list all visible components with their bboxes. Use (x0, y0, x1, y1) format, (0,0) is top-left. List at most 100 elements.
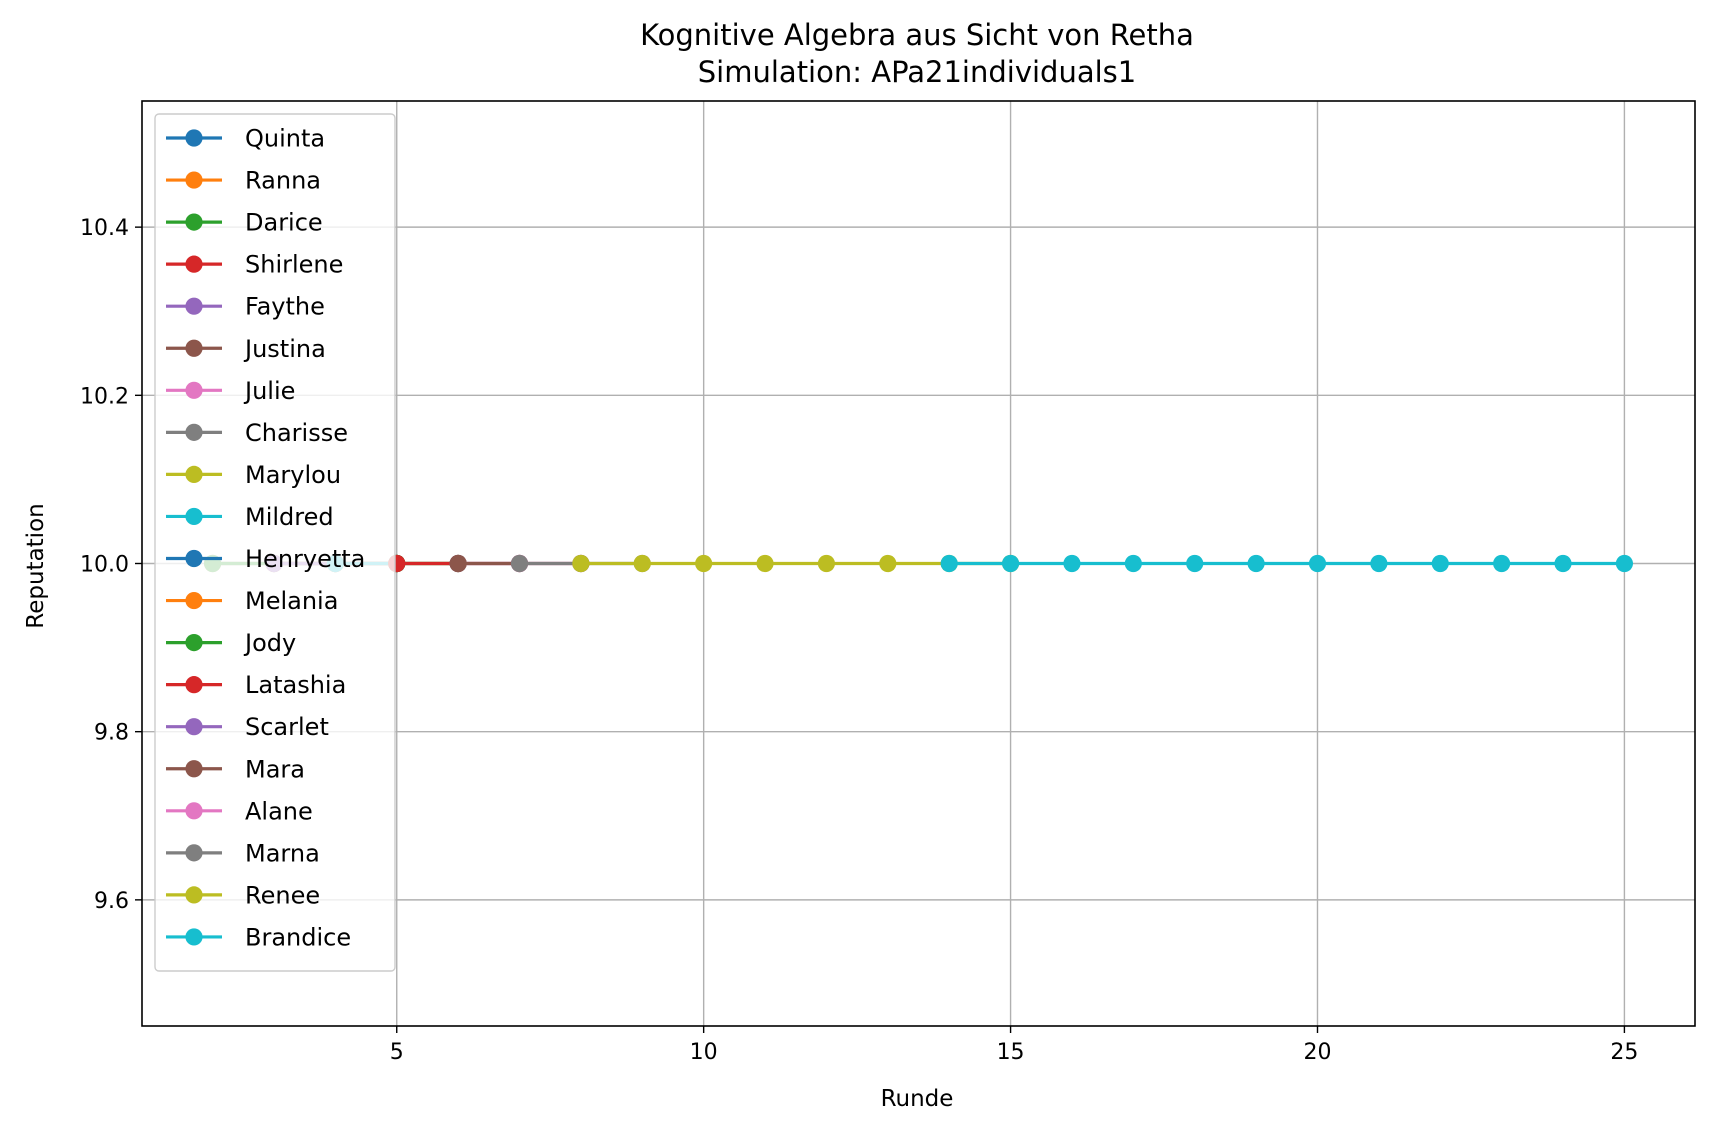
legend-item: Mara (166, 755, 305, 783)
data-point (1493, 554, 1511, 573)
legend-marker (185, 339, 203, 357)
legend-marker (185, 549, 203, 568)
data-point (1615, 554, 1634, 573)
legend-item: Jody (166, 629, 296, 657)
legend-item: Mildred (166, 503, 334, 531)
data-point (879, 554, 897, 573)
legend-label: Scarlet (245, 713, 329, 741)
legend-marker (185, 297, 203, 315)
data-point (510, 554, 529, 573)
data-point (1370, 554, 1388, 573)
data-point (1308, 554, 1327, 573)
data-point (449, 554, 467, 573)
legend-marker (185, 634, 203, 652)
series-brandice (940, 554, 1634, 573)
data-point (1001, 554, 1020, 573)
legend-label: Brandice (245, 923, 351, 951)
data-point (1124, 554, 1142, 573)
legend-item: Faythe (166, 293, 325, 321)
legend-item: Renee (166, 881, 320, 909)
legend-marker (185, 129, 203, 147)
legend-item: Alane (166, 797, 313, 825)
legend-item: Scarlet (166, 713, 329, 741)
legend-label: Alane (245, 797, 313, 825)
legend-marker (185, 591, 203, 610)
legend-label: Marylou (245, 461, 341, 489)
legend-marker (185, 507, 203, 526)
data-point (756, 554, 774, 573)
legend-marker (185, 465, 203, 483)
x-tick-label: 10 (690, 1040, 718, 1065)
legend-label: Charisse (245, 419, 348, 447)
y-tick-label: 10.0 (80, 553, 129, 578)
y-tick-label: 10.2 (80, 384, 129, 409)
legend-item: Charisse (166, 419, 348, 447)
data-point (1186, 554, 1204, 573)
legend-label: Latashia (245, 671, 346, 699)
legend-label: Quinta (245, 125, 325, 153)
data-point (1063, 554, 1081, 573)
legend-label: Renee (245, 881, 320, 909)
legend-item: Brandice (166, 923, 351, 951)
x-tick-label: 20 (1303, 1040, 1331, 1065)
legend: Quinta Ranna Darice Shirlene Faythe Justina Ju… (154, 113, 396, 972)
x-axis-label: Runde (881, 1086, 954, 1112)
legend-label: Jody (243, 629, 296, 657)
legend-item: Marylou (166, 461, 341, 489)
chart-subtitle: Simulation: APa21individuals1 (698, 55, 1136, 89)
legend-marker (185, 255, 203, 273)
legend-marker (185, 676, 203, 694)
data-point (817, 554, 836, 573)
data-point (695, 554, 713, 573)
legend-label: Ranna (245, 167, 321, 195)
legend-item: Marna (166, 839, 320, 867)
y-axis-label: Reputation (23, 503, 49, 628)
data-point (1431, 554, 1449, 573)
legend-marker (185, 802, 203, 820)
legend-label: Justina (243, 335, 326, 363)
legend-label: Shirlene (245, 251, 343, 279)
legend-marker (185, 760, 203, 778)
data-point (572, 554, 590, 573)
data-point (1554, 554, 1572, 573)
legend-label: Mildred (245, 503, 334, 531)
legend-item: Julie (166, 377, 295, 405)
legend-item: Justina (166, 335, 326, 363)
y-tick-label: 9.8 (94, 721, 129, 746)
x-axis-ticks: 5 10 15 20 25 (390, 1026, 1638, 1065)
x-tick-label: 15 (997, 1040, 1025, 1065)
x-tick-label: 25 (1610, 1040, 1638, 1065)
legend-item: Ranna (166, 167, 321, 195)
legend-label: Julie (243, 377, 295, 405)
legend-marker (185, 171, 203, 189)
y-tick-label: 9.6 (94, 889, 129, 914)
legend-label: Marna (245, 839, 320, 867)
chart-title: Kognitive Algebra aus Sicht von Retha (640, 18, 1194, 52)
legend-item: Latashia (166, 671, 346, 699)
legend-label: Faythe (245, 293, 325, 321)
series-lines (203, 554, 1634, 573)
legend-item: Darice (166, 209, 323, 237)
data-point (940, 554, 958, 573)
legend-item: Melania (166, 587, 338, 615)
legend-marker (185, 718, 203, 736)
legend-marker (185, 381, 203, 399)
legend-label: Darice (245, 209, 323, 237)
legend-label: Melania (245, 587, 338, 615)
data-point (1247, 554, 1265, 573)
y-axis-ticks: 9.6 9.8 10.0 10.2 10.4 (80, 216, 142, 914)
legend-item: Shirlene (166, 251, 343, 279)
legend-marker (185, 423, 203, 441)
y-tick-label: 10.4 (80, 216, 129, 241)
legend-item: Henryetta (166, 545, 365, 573)
legend-item: Quinta (166, 125, 325, 153)
legend-label: Mara (245, 755, 305, 783)
legend-marker (185, 928, 203, 946)
legend-marker (185, 886, 203, 904)
data-point (633, 554, 651, 573)
legend-box (154, 113, 396, 972)
x-tick-label: 5 (390, 1040, 404, 1065)
legend-marker (185, 213, 203, 231)
legend-label: Henryetta (245, 545, 365, 573)
